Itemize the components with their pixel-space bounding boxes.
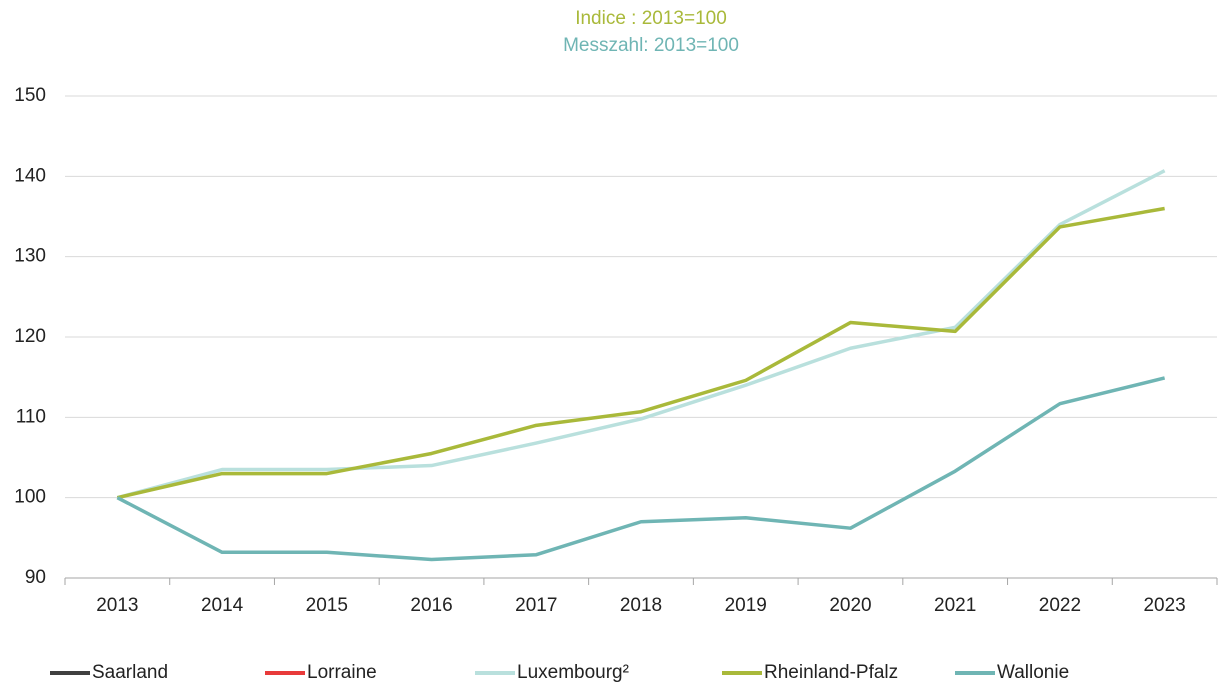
legend-label: Luxembourg² bbox=[517, 662, 629, 683]
x-tick-label: 2013 bbox=[96, 595, 138, 616]
x-tick-label: 2018 bbox=[620, 595, 662, 616]
chart-title: Indice : 2013=100 bbox=[575, 8, 727, 29]
x-tick-label: 2017 bbox=[515, 595, 557, 616]
chart-subtitle: Messzahl: 2013=100 bbox=[563, 35, 739, 56]
y-tick-label: 150 bbox=[14, 85, 46, 106]
y-tick-label: 120 bbox=[14, 326, 46, 347]
y-tick-label: 130 bbox=[14, 246, 46, 267]
x-tick-label: 2022 bbox=[1039, 595, 1081, 616]
series-line bbox=[116, 206, 1165, 500]
x-tick-label: 2019 bbox=[725, 595, 767, 616]
legend-label: Wallonie bbox=[997, 662, 1069, 683]
x-tick-label: 2015 bbox=[306, 595, 348, 616]
series-line bbox=[116, 376, 1166, 562]
legend-label: Lorraine bbox=[307, 662, 377, 683]
x-tick-label: 2023 bbox=[1143, 595, 1185, 616]
y-tick-label: 140 bbox=[14, 165, 46, 186]
y-tick-label: 100 bbox=[14, 487, 46, 508]
x-tick-label: 2016 bbox=[410, 595, 452, 616]
series-line bbox=[116, 169, 1166, 500]
legend-label: Saarland bbox=[92, 662, 168, 683]
x-tick-label: 2021 bbox=[934, 595, 976, 616]
x-tick-label: 2014 bbox=[201, 595, 244, 616]
y-tick-label: 110 bbox=[16, 406, 46, 427]
x-tick-label: 2020 bbox=[829, 595, 871, 616]
legend-label: Rheinland-Pfalz bbox=[764, 662, 898, 683]
y-tick-label: 90 bbox=[25, 567, 46, 588]
